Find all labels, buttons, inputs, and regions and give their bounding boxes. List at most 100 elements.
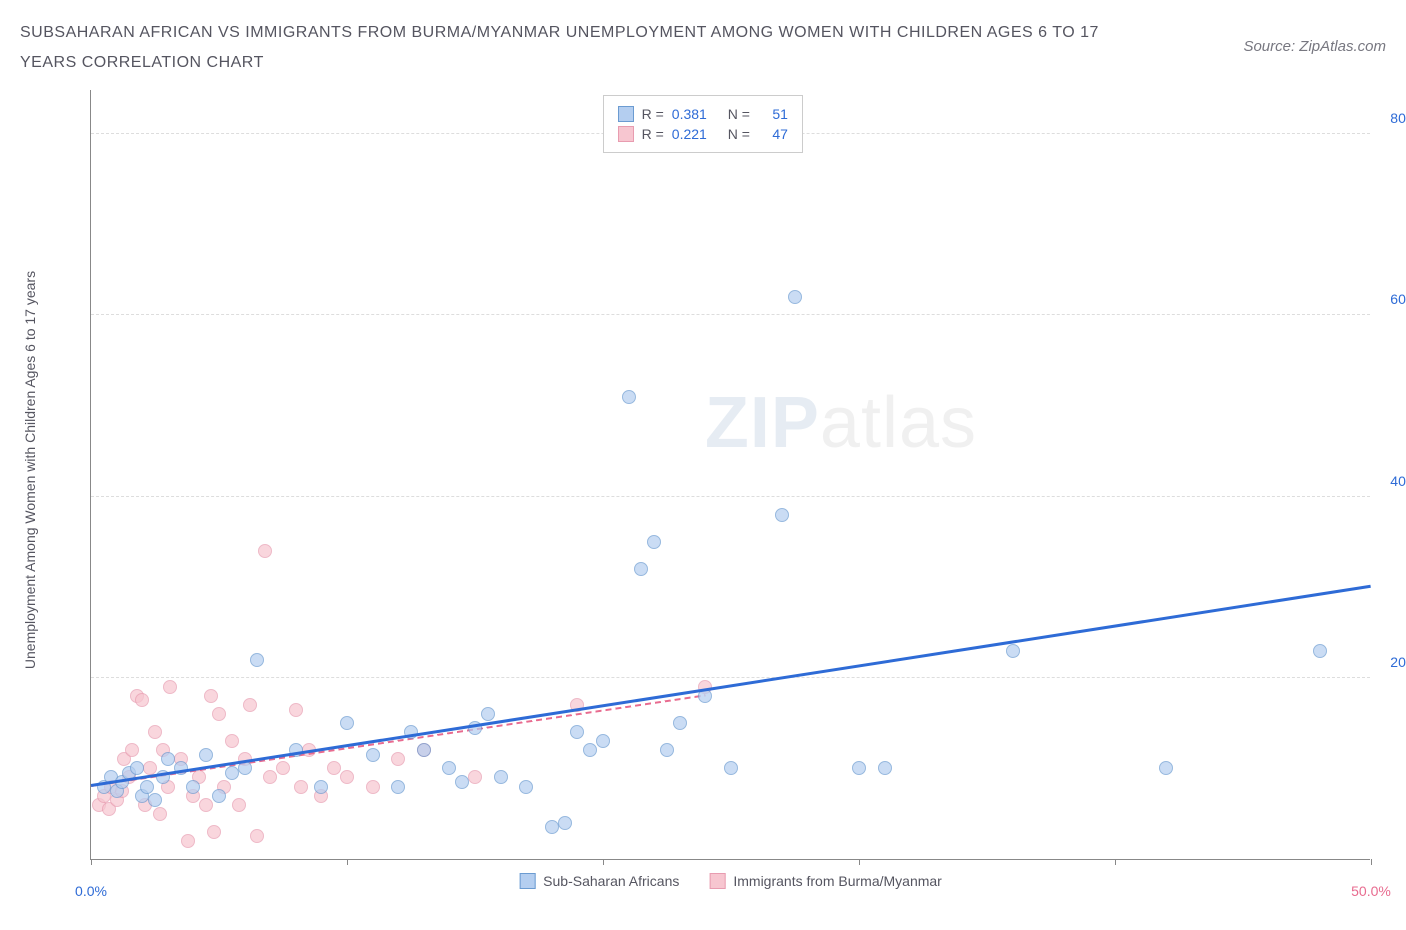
pink-point xyxy=(181,834,195,848)
gridline xyxy=(91,677,1370,678)
x-tick xyxy=(91,859,92,865)
blue-point xyxy=(391,780,405,794)
legend-row: R = 0.221 N = 47 xyxy=(618,124,788,144)
blue-point xyxy=(660,743,674,757)
pink-point xyxy=(468,770,482,784)
blue-point xyxy=(519,780,533,794)
legend-r-value: 0.221 xyxy=(672,126,720,142)
blue-point xyxy=(878,761,892,775)
source-attribution: Source: ZipAtlas.com xyxy=(1243,38,1386,55)
legend-swatch xyxy=(618,106,634,122)
blue-point xyxy=(647,535,661,549)
legend-swatch xyxy=(709,873,725,889)
legend-item: Sub-Saharan Africans xyxy=(519,873,679,889)
pink-point xyxy=(135,693,149,707)
x-tick xyxy=(603,859,604,865)
blue-point xyxy=(1313,644,1327,658)
blue-point xyxy=(340,716,354,730)
legend-label: Immigrants from Burma/Myanmar xyxy=(733,873,941,889)
legend-n-value: 47 xyxy=(758,126,788,142)
blue-point xyxy=(852,761,866,775)
gridline xyxy=(91,496,1370,497)
legend-r-label: R = xyxy=(642,106,664,122)
blue-point xyxy=(1159,761,1173,775)
legend-r-value: 0.381 xyxy=(672,106,720,122)
blue-point xyxy=(622,390,636,404)
pink-point xyxy=(366,780,380,794)
legend-swatch xyxy=(618,126,634,142)
pink-point xyxy=(125,743,139,757)
x-tick xyxy=(1371,859,1372,865)
blue-point xyxy=(481,707,495,721)
blue-point xyxy=(186,780,200,794)
chart-title: SUBSAHARAN AFRICAN VS IMMIGRANTS FROM BU… xyxy=(20,18,1120,79)
blue-point xyxy=(583,743,597,757)
x-tick xyxy=(859,859,860,865)
pink-point xyxy=(225,734,239,748)
blue-point xyxy=(724,761,738,775)
legend-label: Sub-Saharan Africans xyxy=(543,873,679,889)
pink-point xyxy=(207,825,221,839)
blue-point xyxy=(148,793,162,807)
legend-n-label: N = xyxy=(728,106,750,122)
y-tick-label: 80.0% xyxy=(1390,110,1406,126)
legend-n-label: N = xyxy=(728,126,750,142)
pink-point xyxy=(391,752,405,766)
legend-item: Immigrants from Burma/Myanmar xyxy=(709,873,941,889)
blue-point xyxy=(161,752,175,766)
pink-point xyxy=(263,770,277,784)
blue-point xyxy=(1006,644,1020,658)
x-tick xyxy=(347,859,348,865)
legend-n-value: 51 xyxy=(758,106,788,122)
pink-point xyxy=(327,761,341,775)
gridline xyxy=(91,314,1370,315)
y-tick-label: 60.0% xyxy=(1390,291,1406,307)
legend-row: R = 0.381 N = 51 xyxy=(618,104,788,124)
pink-point xyxy=(340,770,354,784)
blue-point xyxy=(788,290,802,304)
blue-point xyxy=(314,780,328,794)
blue-point xyxy=(634,562,648,576)
blue-point xyxy=(494,770,508,784)
blue-point xyxy=(596,734,610,748)
blue-trendline xyxy=(91,585,1371,787)
y-tick-label: 20.0% xyxy=(1390,654,1406,670)
blue-point xyxy=(673,716,687,730)
pink-point xyxy=(148,725,162,739)
pink-point xyxy=(250,829,264,843)
correlation-legend: R = 0.381 N = 51 R = 0.221 N = 47 xyxy=(603,95,803,153)
series-legend: Sub-Saharan Africans Immigrants from Burm… xyxy=(519,873,942,889)
pink-point xyxy=(212,707,226,721)
blue-point xyxy=(455,775,469,789)
x-tick-label-right: 50.0% xyxy=(1351,883,1391,899)
x-tick xyxy=(1115,859,1116,865)
pink-point xyxy=(276,761,290,775)
blue-point xyxy=(250,653,264,667)
scatter-chart: ZIPatlas R =0.381N =51R =0.221N =47 Sub-… xyxy=(90,90,1370,860)
pink-point xyxy=(199,798,213,812)
blue-point xyxy=(442,761,456,775)
y-axis-label: Unemployment Among Women with Children A… xyxy=(22,271,38,669)
blue-point xyxy=(775,508,789,522)
pink-point xyxy=(289,703,303,717)
pink-point xyxy=(163,680,177,694)
blue-point xyxy=(558,816,572,830)
blue-point xyxy=(130,761,144,775)
blue-point xyxy=(212,789,226,803)
pink-point xyxy=(258,544,272,558)
legend-swatch xyxy=(519,873,535,889)
pink-point xyxy=(204,689,218,703)
x-tick-label-left: 0.0% xyxy=(75,883,107,899)
pink-point xyxy=(243,698,257,712)
pink-point xyxy=(294,780,308,794)
blue-point xyxy=(140,780,154,794)
blue-point xyxy=(199,748,213,762)
blue-point xyxy=(366,748,380,762)
legend-r-label: R = xyxy=(642,126,664,142)
y-tick-label: 40.0% xyxy=(1390,473,1406,489)
watermark: ZIPatlas xyxy=(705,382,977,464)
pink-point xyxy=(153,807,167,821)
pink-point xyxy=(232,798,246,812)
blue-point xyxy=(570,725,584,739)
blue-point xyxy=(238,761,252,775)
